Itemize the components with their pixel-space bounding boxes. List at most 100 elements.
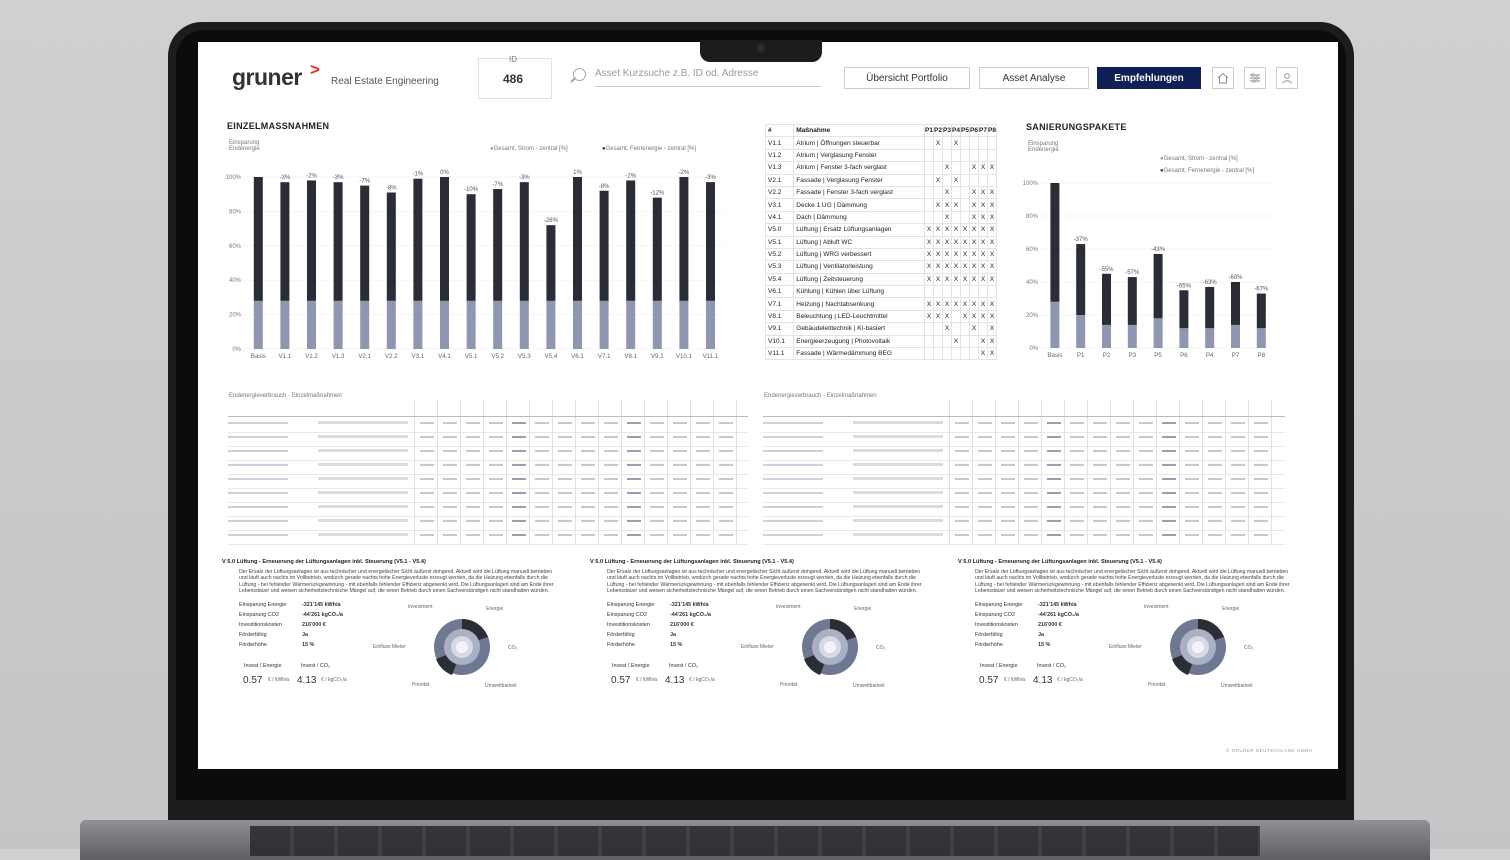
endenergie-table-right xyxy=(763,400,1285,545)
matrix-cell xyxy=(924,173,934,187)
matrix-row[interactable]: V7.1 Heizung | Nachtabsenkung X X X X X X X X xyxy=(764,297,997,311)
x-tick-label: P8 xyxy=(1258,352,1266,359)
user-icon[interactable] xyxy=(1276,67,1298,89)
table-row xyxy=(228,530,748,545)
radar-label-co2: CO₂ xyxy=(508,645,518,651)
matrix-cell xyxy=(924,198,934,212)
search-input[interactable]: Asset Kurzsuche z.B. ID od. Adresse xyxy=(595,68,821,87)
matrix-cell: X xyxy=(942,322,952,336)
bar-data-label: -63% xyxy=(1203,280,1218,286)
nav-asset-analyse[interactable]: Asset Analyse xyxy=(979,67,1089,89)
donut-center xyxy=(824,641,836,653)
matrix-row[interactable]: V5.3 Lüftung | Ventilatorleistung X X X X X X X X xyxy=(764,260,997,274)
table-row xyxy=(763,446,1285,461)
matrix-row[interactable]: V6.1 Kühlung | Kühlen über Lüftung xyxy=(764,285,997,299)
matrix-row[interactable]: V1.1 Atrium | Öffnungen steuerbar X X xyxy=(764,136,997,150)
matrix-cell: X xyxy=(951,334,961,349)
matrix-cell: X xyxy=(933,223,943,237)
matrix-cell: X xyxy=(942,198,952,212)
x-tick-label: P5 xyxy=(1154,352,1162,359)
x-tick-label: P7 xyxy=(1232,352,1240,359)
bar-strom xyxy=(546,300,556,349)
logo-chevron-icon: > xyxy=(310,60,320,79)
bar-strom xyxy=(1102,324,1111,348)
gruner-logo[interactable]: gruner xyxy=(232,64,302,90)
kv-label: Einsparung CO2 xyxy=(607,612,647,618)
matrix-row[interactable]: V10.1 Energieerzeugung | Photovoltaik X X X xyxy=(764,334,997,349)
sliders-icon[interactable] xyxy=(1244,67,1266,89)
y-tick-label: 60% xyxy=(1026,247,1039,253)
matrix-header: P1 xyxy=(924,123,934,138)
table-row xyxy=(763,530,1285,545)
einzel-ylabel-2: Endenergie xyxy=(229,146,260,152)
matrix-cell: X xyxy=(987,223,997,237)
matrix-row[interactable]: V5.4 Lüftung | Zeitsteuerung X X X X X X X X xyxy=(764,272,997,287)
matrix-row[interactable]: V5.0 Lüftung | Ersatz Lüftungsanlagen X X X X… xyxy=(764,223,997,237)
nav-uebersicht-portfolio[interactable]: Übersicht Portfolio xyxy=(844,67,970,89)
matrix-cell: X xyxy=(924,309,934,324)
table-row xyxy=(228,418,748,433)
matrix-id: V1.3 xyxy=(764,161,795,175)
matrix-cell: X xyxy=(978,223,988,237)
measure-summary[interactable]: V 5.0 Lüftung - Erneuerung der Lüftungsa… xyxy=(222,559,562,699)
radar-donut-chart xyxy=(802,619,858,675)
matrix-cell xyxy=(987,173,997,187)
matrix-row[interactable]: V11.1 Fassade | Wärmedämmung BEG X X xyxy=(764,347,997,361)
matrix-header: Maßnahme xyxy=(793,123,925,138)
bar-strom xyxy=(466,300,476,349)
kv-value: -321'145 kWh/a xyxy=(670,602,709,608)
ratio-energy-unit: € / kWh/a xyxy=(268,677,290,683)
ratio-label-energy: Invest / Energie xyxy=(244,663,282,669)
ratio-co2-unit: € / kgCO₂/a xyxy=(321,677,347,683)
matrix-cell xyxy=(978,148,988,163)
matrix-row[interactable]: V8.1 Beleuchtung | LED-Leuchtmittel X X X X X X… xyxy=(764,309,997,324)
matrix-measure: Fassade | Wärmedämmung BEG xyxy=(793,347,925,361)
matrix-cell: X xyxy=(942,223,952,237)
nav-empfehlungen[interactable]: Empfehlungen xyxy=(1097,67,1201,89)
matrix-row[interactable]: V9.1 Gebäudeleittechnik | KI-basiert X X X xyxy=(764,322,997,336)
bar-strom xyxy=(1153,318,1163,348)
bar-data-label: -55% xyxy=(1099,267,1114,273)
donut-center xyxy=(1192,641,1204,653)
matrix-cell: X xyxy=(978,272,988,287)
kv-value: -321'145 kWh/a xyxy=(302,602,341,608)
matrix-cell xyxy=(951,309,961,324)
x-tick-label: V5.4 xyxy=(545,353,558,360)
matrix-cell: X xyxy=(987,322,997,336)
bar-strom xyxy=(280,300,290,349)
kv-value: -44'261 kgCO₂/a xyxy=(670,612,711,618)
bar-fernenergie xyxy=(440,177,449,301)
matrix-row[interactable]: V5.1 Lüftung | Abluft WC X X X X X X X X xyxy=(764,235,997,249)
summary-text: Der Ersatz der Lüftungsanlagen ist aus t… xyxy=(239,569,554,595)
matrix-measure: Lüftung | Ersatz Lüftungsanlagen xyxy=(793,223,925,237)
matrix-id: V8.1 xyxy=(764,309,795,324)
bar-fernenergie xyxy=(386,192,396,301)
donut-segment xyxy=(462,619,488,641)
matrix-row[interactable]: V4.1 Dach | Dämmung X X X X xyxy=(764,210,997,225)
matrix-cell: X xyxy=(987,297,997,311)
home-icon[interactable] xyxy=(1212,67,1234,89)
measure-summary[interactable]: V 5.0 Lüftung - Erneuerung der Lüftungsa… xyxy=(590,559,930,699)
matrix-cell: X xyxy=(933,235,943,249)
search-icon[interactable] xyxy=(573,68,586,81)
matrix-cell: X xyxy=(942,247,952,262)
matrix-row[interactable]: V1.3 Atrium | Fenster 3-fach verglast X X X X xyxy=(764,161,997,175)
measure-summary[interactable]: V 5.0 Lüftung - Erneuerung der Lüftungsa… xyxy=(958,559,1298,699)
kv-value: -44'261 kgCO₂/a xyxy=(302,612,343,618)
matrix-cell: X xyxy=(978,247,988,262)
radar-label-umweltbarkeit: Umweltbarkeit xyxy=(853,683,885,689)
donut-segment xyxy=(830,619,856,641)
matrix-row[interactable]: V3.1 Decke 1.UG | Dämmung X X X X X X xyxy=(764,198,997,212)
matrix-row[interactable]: V1.2 Atrium | Verglasung Fenster xyxy=(764,148,997,163)
matrix-row[interactable]: V2.1 Fassade | Verglasung Fenster X X xyxy=(764,173,997,187)
matrix-cell: X xyxy=(960,272,970,287)
kv-label: Einsparung CO2 xyxy=(975,612,1015,618)
matrix-row[interactable]: V2.2 Fassade | Fenster 3-fach verglast X X X… xyxy=(764,185,997,200)
matrix-measure: Atrium | Fenster 3-fach verglast xyxy=(793,161,925,175)
bar-fernenergie xyxy=(360,185,370,301)
matrix-cell: X xyxy=(969,272,979,287)
matrix-row[interactable]: V5.2 Lüftung | WRG verbessert X X X X X X X X xyxy=(764,247,997,262)
radar-donut-chart xyxy=(434,619,490,675)
matrix-cell: X xyxy=(933,309,943,324)
x-tick-label: V11.1 xyxy=(703,353,719,360)
